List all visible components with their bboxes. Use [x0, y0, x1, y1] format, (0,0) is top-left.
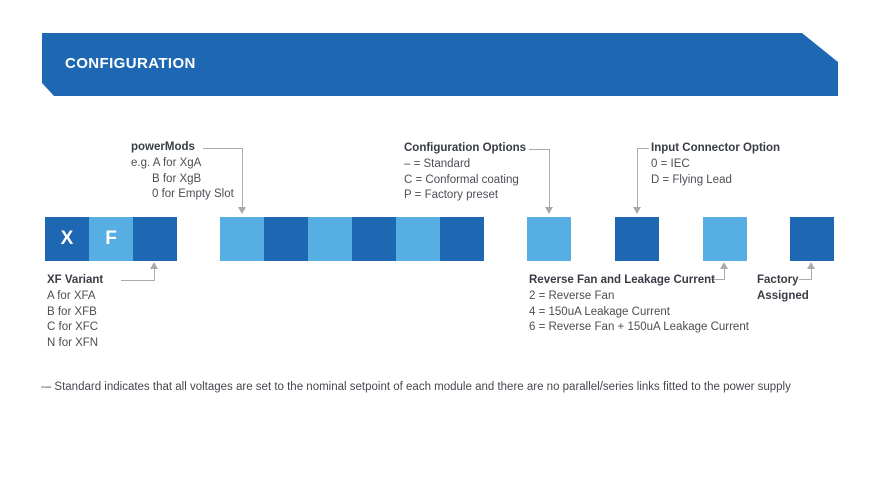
footnote: -– Standard indicates that all voltages … [41, 381, 791, 393]
callout-xf-variant-line: B for XFB [47, 305, 97, 318]
callout-config-options-line: C = Conformal coating [404, 173, 519, 186]
powermods-arrow-down-icon [238, 207, 246, 214]
config-options-connector-line [549, 149, 550, 207]
section-header-banner: CONFIGURATION [42, 33, 838, 96]
callout-factory-assigned-title: Factory [757, 274, 799, 286]
code-box-input-connector [615, 217, 659, 261]
callout-input-connector: Input Connector Option 0 = IEC D = Flyin… [651, 141, 780, 188]
callout-reverse-fan-title: Reverse Fan and Leakage Current [529, 274, 715, 286]
callout-config-options-line: P = Factory preset [404, 189, 499, 202]
callout-reverse-fan: Reverse Fan and Leakage Current 2 = Reve… [529, 273, 749, 336]
code-box-factory-assigned [790, 217, 834, 261]
callout-config-options: Configuration Options – = Standard C = C… [404, 141, 526, 204]
callout-xf-variant: XF Variant A for XFA B for XFB C for XFC… [47, 273, 103, 352]
reverse-fan-connector-line [724, 268, 725, 280]
callout-xf-variant-line: N for XFN [47, 337, 99, 350]
code-box-powermod-6 [440, 217, 484, 261]
input-connector-connector-line [637, 148, 649, 149]
input-connector-arrow-down-icon [633, 207, 641, 214]
config-options-connector-line [529, 149, 549, 150]
code-box-x: X [45, 217, 89, 261]
code-box-config-option [527, 217, 571, 261]
xf-variant-arrow-up-icon [150, 262, 158, 269]
config-options-arrow-down-icon [545, 207, 553, 214]
factory-connector-line [811, 268, 812, 280]
factory-arrow-up-icon [807, 262, 815, 269]
reverse-fan-connector-line [711, 279, 725, 280]
code-box-powermod-4 [352, 217, 396, 261]
callout-xf-variant-line: A for XFA [47, 289, 96, 302]
callout-input-connector-title: Input Connector Option [651, 142, 781, 154]
callout-xf-variant-title: XF Variant [47, 274, 104, 286]
callout-factory-assigned-title: Assigned [757, 289, 809, 302]
factory-connector-line [799, 279, 812, 280]
callout-reverse-fan-line: 6 = Reverse Fan + 150uA Leakage Current [529, 321, 749, 334]
callout-reverse-fan-line: 2 = Reverse Fan [529, 289, 615, 302]
callout-powermods-line: e.g. A for XgA [131, 156, 202, 169]
reverse-fan-arrow-up-icon [720, 262, 728, 269]
powermods-connector-line [242, 148, 243, 207]
callout-input-connector-line: D = Flying Lead [651, 173, 732, 186]
callout-config-options-line: – = Standard [404, 157, 471, 170]
callout-input-connector-line: 0 = IEC [651, 157, 690, 170]
code-box-powermod-2 [264, 217, 308, 261]
code-box-f: F [89, 217, 133, 261]
powermods-connector-line [203, 148, 242, 149]
callout-powermods-line: B for XgB [152, 172, 202, 185]
callout-powermods: powerMods e.g. A for XgA B for XgB 0 for… [131, 140, 234, 203]
input-connector-connector-line [637, 148, 638, 207]
callout-config-options-title: Configuration Options [404, 142, 527, 154]
callout-powermods-title: powerMods [131, 141, 195, 153]
code-box-powermod-1 [220, 217, 264, 261]
callout-reverse-fan-line: 4 = 150uA Leakage Current [529, 305, 670, 318]
code-box-reverse-fan [703, 217, 747, 261]
code-box-powermod-3 [308, 217, 352, 261]
xf-variant-connector-line [154, 268, 155, 281]
code-box-powermod-5 [396, 217, 440, 261]
code-box-variant [133, 217, 177, 261]
callout-xf-variant-line: C for XFC [47, 321, 99, 334]
xf-variant-connector-line [121, 280, 154, 281]
callout-powermods-line: 0 for Empty Slot [152, 188, 234, 201]
section-title: CONFIGURATION [65, 55, 196, 72]
callout-factory-assigned: Factory Assigned [757, 273, 809, 305]
